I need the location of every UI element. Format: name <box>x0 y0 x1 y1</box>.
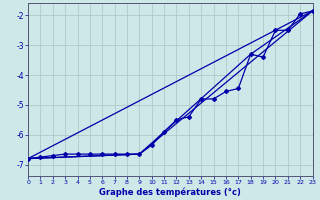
X-axis label: Graphe des températures (°c): Graphe des températures (°c) <box>99 187 241 197</box>
